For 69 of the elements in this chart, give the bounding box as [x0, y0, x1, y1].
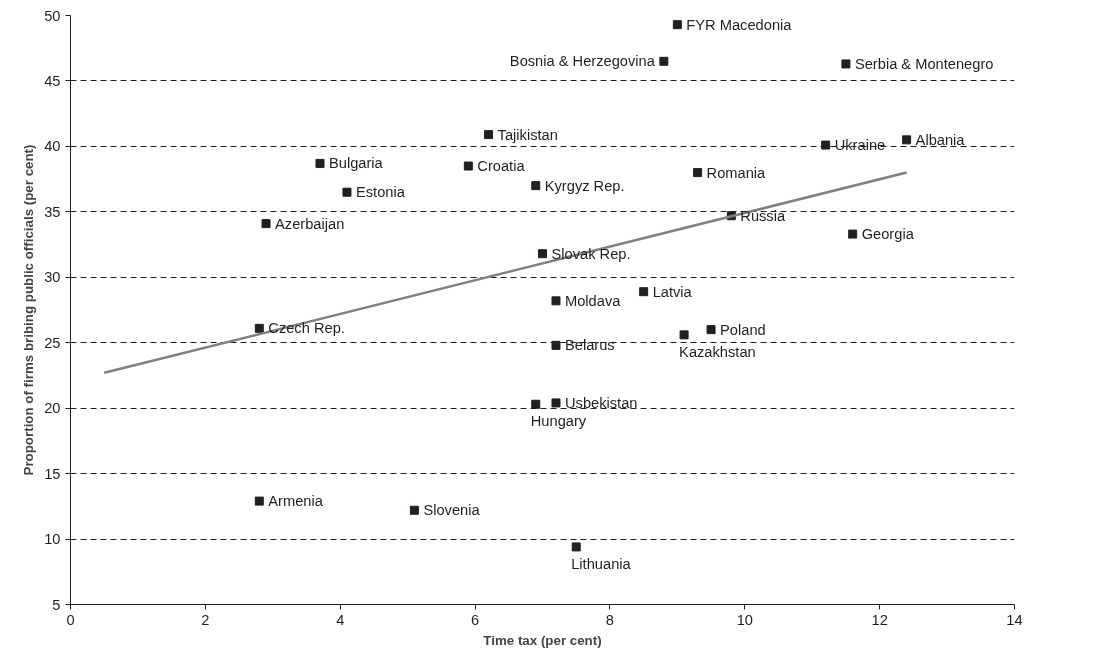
point: [693, 168, 703, 178]
annotation: FYR Macedonia: [686, 16, 793, 33]
y-axis-title: Proportion of firms bribing public officials (per cent): [21, 144, 37, 476]
point: [706, 325, 716, 335]
y-tick-label: 30: [44, 269, 61, 286]
annotation: Latvia: [652, 283, 693, 300]
y-tick-label: 40: [44, 138, 61, 155]
annotation: Kyrgyz Rep.: [544, 177, 625, 194]
point: [342, 187, 352, 197]
point: [463, 161, 473, 171]
annotation: Russia: [740, 207, 786, 224]
annotation: Lithuania: [571, 555, 632, 572]
point: [254, 323, 264, 333]
annotation: Moldava: [564, 292, 622, 309]
annotation: Albania: [915, 131, 966, 148]
x-tick-label: 0: [66, 611, 75, 628]
y-tick-label: 45: [44, 72, 61, 89]
x-tick-label: 8: [605, 611, 615, 628]
x-tick-label: 14: [1006, 611, 1023, 628]
annotation: Kazakhstan: [679, 343, 756, 360]
y-tick-label: 10: [44, 531, 61, 548]
x-tick-label: 2: [201, 611, 210, 628]
annotation: Tajikistan: [497, 126, 558, 143]
annotation: Bosnia & Herzegovina: [509, 53, 656, 70]
annotation: Ukraine: [834, 137, 886, 154]
x-tick-label: 10: [736, 611, 753, 628]
point: [254, 496, 264, 506]
point: [639, 287, 649, 297]
point: [821, 140, 831, 150]
annotation: Hungary: [530, 413, 587, 430]
y-tick-label: 15: [44, 465, 61, 482]
point: [551, 340, 561, 350]
y-tick-label: 5: [52, 596, 61, 613]
annotation: Poland: [720, 321, 766, 338]
annotation: Usbekistan: [564, 394, 638, 411]
point: [679, 330, 689, 340]
point: [261, 219, 271, 229]
x-tick-label: 6: [471, 611, 480, 628]
annotation: Belarus: [564, 337, 615, 354]
point: [484, 130, 494, 140]
annotation: Armenia: [268, 493, 324, 510]
annotation: Estonia: [355, 184, 406, 201]
annotation: Azerbaijan: [275, 215, 345, 232]
y-tick-label: 50: [44, 7, 61, 24]
point: [571, 542, 581, 552]
annotation: Croatia: [477, 158, 526, 175]
point: [531, 181, 541, 191]
x-tick-label: 4: [336, 611, 345, 628]
point: [841, 59, 851, 69]
annotation: Romania: [706, 164, 767, 181]
point: [551, 296, 561, 306]
annotation: Slovenia: [423, 502, 481, 519]
y-tick-label: 35: [44, 203, 61, 220]
annotation: Bulgaria: [328, 155, 384, 172]
point: [848, 229, 858, 239]
x-axis-title: Time tax (per cent): [483, 632, 602, 648]
point: [315, 158, 325, 168]
y-tick-label: 20: [44, 400, 61, 417]
point: [551, 398, 561, 408]
point: [531, 399, 541, 409]
point: [672, 20, 682, 30]
annotation: Georgia: [861, 226, 915, 243]
x-tick-label: 12: [871, 611, 888, 628]
y-tick-label: 25: [44, 334, 61, 351]
point: [659, 56, 669, 66]
point: [409, 505, 419, 515]
point: [538, 249, 547, 259]
point: [902, 135, 912, 145]
annotation: Serbia & Montenegro: [854, 55, 994, 72]
